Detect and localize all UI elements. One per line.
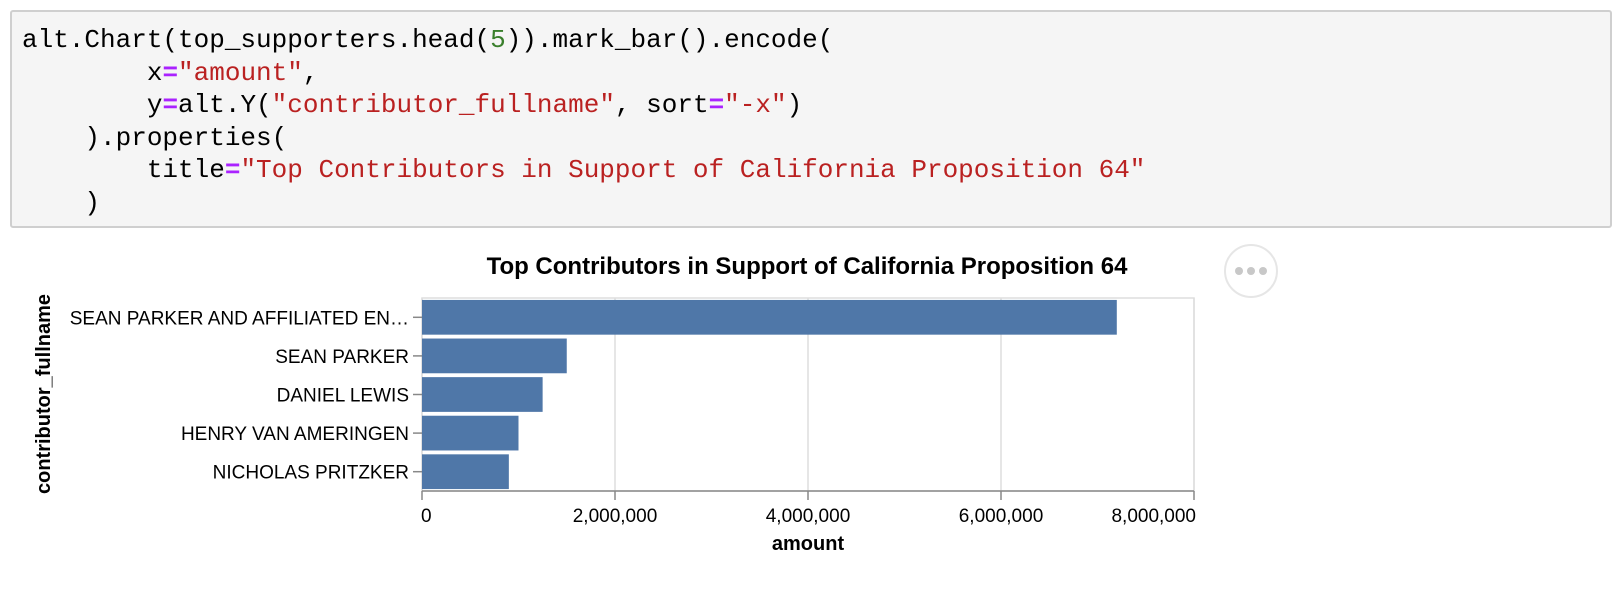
y-tick-label: NICHOLAS PRITZKER	[213, 463, 409, 484]
x-tick-label: 4,000,000	[766, 506, 851, 527]
code-line: y=alt.Y("contributor_fullname", sort="-x…	[22, 90, 803, 120]
y-axis-title: contributor_fullname	[33, 294, 55, 494]
y-tick-label: HENRY VAN AMERINGEN	[181, 424, 409, 445]
actions-menu-button[interactable]	[1224, 244, 1278, 298]
x-axis-title: amount	[772, 533, 845, 555]
bar	[422, 377, 543, 412]
code-line: x="amount",	[22, 57, 319, 88]
y-tick-label: SEAN PARKER AND AFFILIATED EN…	[70, 308, 409, 329]
code-line: alt.Chart(top_supporters.head(5)).mark_b…	[22, 25, 834, 55]
bar	[422, 454, 509, 490]
code-line: ).properties(	[22, 122, 288, 153]
bar	[422, 415, 519, 451]
code-line: title="Top Contributors in Support of Ca…	[22, 155, 1146, 185]
x-tick-label: 0	[421, 506, 432, 527]
axes: SEAN PARKER AND AFFILIATED EN… SEAN PARKE…	[70, 308, 1196, 527]
bars	[422, 299, 1117, 490]
bar	[422, 338, 567, 374]
x-tick-label: 6,000,000	[959, 506, 1044, 527]
x-tick-label: 2,000,000	[573, 506, 658, 527]
bar	[422, 299, 1117, 335]
more-dots-icon	[1235, 267, 1243, 275]
x-tick-label: 8,000,000	[1111, 506, 1196, 527]
code-cell[interactable]: alt.Chart(top_supporters.head(5)).mark_b…	[10, 10, 1612, 228]
code-line: )	[22, 187, 101, 218]
chart-title: Top Contributors in Support of Californi…	[487, 253, 1129, 280]
y-tick-label: DANIEL LEWIS	[277, 386, 409, 407]
code-editor[interactable]: alt.Chart(top_supporters.head(5)).mark_b…	[22, 24, 1145, 219]
y-tick-label: SEAN PARKER	[275, 347, 409, 368]
bar-chart: Top Contributors in Support of Californi…	[33, 253, 1196, 555]
